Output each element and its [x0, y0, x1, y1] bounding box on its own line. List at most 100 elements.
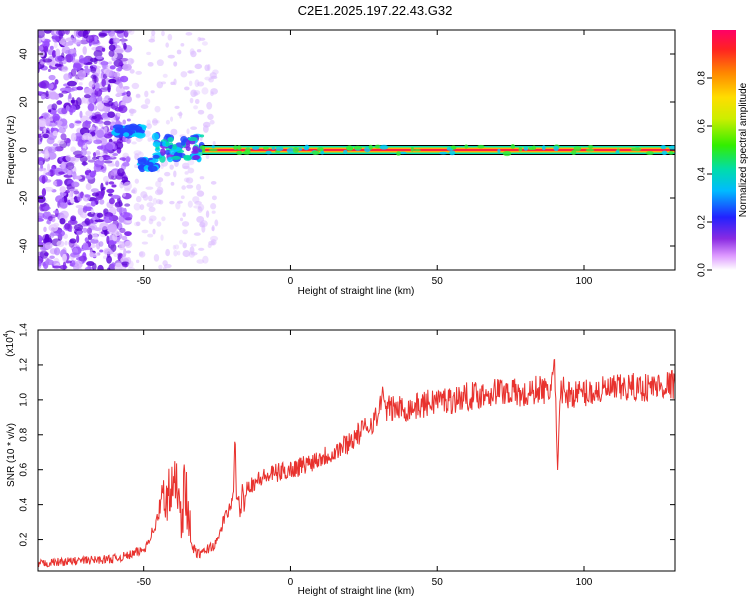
noise-speckle — [108, 197, 115, 205]
noise-speckle — [45, 259, 54, 266]
faint-speckle — [140, 214, 147, 222]
faint-speckle — [193, 90, 201, 96]
colorbar-label: Normalized spectral amplitude — [738, 82, 749, 217]
noise-speckle — [38, 138, 43, 145]
faint-speckle — [130, 113, 134, 117]
faint-speckle — [129, 69, 135, 74]
noise-speckle — [101, 78, 106, 87]
noise-speckle — [81, 161, 88, 166]
feature-transition — [152, 140, 161, 148]
noise-speckle — [113, 71, 121, 78]
feature-transition — [162, 140, 167, 147]
noise-speckle — [52, 34, 60, 43]
faint-speckle — [196, 190, 205, 197]
noise-speckle — [92, 152, 97, 158]
noise-speckle — [52, 265, 61, 269]
trace-core — [202, 148, 675, 152]
noise-speckle — [122, 119, 126, 125]
noise-speckle — [70, 99, 75, 104]
trace-speckle — [645, 151, 654, 156]
noise-speckle — [73, 30, 77, 38]
noise-speckle — [82, 132, 92, 140]
noise-speckle — [103, 160, 113, 164]
noise-speckle — [59, 210, 69, 219]
faint-speckle — [197, 206, 203, 213]
feature-transition — [160, 148, 166, 156]
heatmap-xtick-label: -50 — [136, 276, 151, 287]
snr-ytick-label: 1.4 — [19, 323, 30, 337]
faint-speckle — [177, 250, 181, 256]
noise-speckle — [118, 105, 128, 114]
trace-speckle — [271, 147, 276, 150]
heatmap-xtick-label: 50 — [432, 276, 444, 287]
trace-speckle — [244, 150, 251, 155]
noise-speckle — [76, 230, 83, 236]
faint-speckle — [144, 90, 149, 98]
noise-speckle — [96, 145, 104, 150]
feature-high-branch — [132, 132, 145, 138]
noise-speckle — [72, 62, 82, 71]
noise-speckle — [98, 241, 104, 247]
feature-transition — [185, 146, 191, 152]
noise-speckle — [75, 204, 84, 209]
noise-speckle — [126, 138, 131, 144]
faint-speckle — [208, 77, 214, 83]
heatmap-ylabel: Frequency (Hz) — [6, 116, 17, 185]
faint-speckle — [201, 41, 208, 46]
noise-speckle — [40, 93, 46, 100]
faint-speckle — [189, 48, 195, 55]
faint-speckle — [130, 58, 135, 64]
faint-speckle — [183, 177, 190, 183]
noise-speckle — [65, 260, 73, 264]
noise-speckle — [113, 252, 119, 258]
noise-speckle — [90, 188, 99, 193]
noise-speckle — [99, 199, 105, 205]
faint-speckle — [173, 78, 177, 86]
heatmap-xlabel: Height of straight line (km) — [298, 286, 415, 297]
faint-speckle — [196, 259, 205, 264]
noise-speckle — [57, 107, 67, 115]
faint-speckle — [151, 118, 158, 126]
feature-transition — [199, 134, 205, 138]
noise-speckle — [84, 194, 91, 198]
faint-speckle — [197, 81, 205, 87]
heatmap-xtick-label: 0 — [288, 276, 294, 287]
heatmap-ytick-label: 0 — [19, 147, 30, 153]
feature-transition — [167, 137, 174, 143]
faint-speckle — [156, 59, 164, 67]
faint-speckle — [180, 42, 185, 47]
noise-speckle — [125, 250, 132, 254]
noise-speckle — [87, 234, 93, 241]
noise-speckle — [116, 168, 125, 177]
faint-speckle — [194, 79, 200, 88]
faint-speckle — [148, 38, 156, 43]
noise-speckle — [91, 112, 96, 117]
snr-ytick-label: 0.8 — [19, 427, 30, 441]
noise-speckle — [48, 91, 58, 100]
trace-speckle — [199, 145, 206, 150]
faint-speckle — [210, 235, 219, 242]
faint-speckle — [193, 105, 199, 110]
noise-speckle — [123, 42, 127, 50]
faint-speckle — [197, 203, 205, 212]
trace-speckle — [275, 146, 284, 151]
noise-speckle — [45, 90, 49, 98]
noise-speckle — [116, 206, 125, 213]
noise-speckle — [121, 176, 129, 183]
snr-scale-label: (x10 — [5, 337, 16, 357]
trace-speckle — [531, 145, 537, 151]
noise-speckle — [61, 161, 66, 170]
noise-speckle — [97, 264, 104, 270]
noise-speckle — [49, 255, 55, 260]
noise-speckle — [55, 48, 61, 58]
faint-speckle — [179, 217, 184, 222]
noise-speckle — [55, 195, 65, 203]
faint-speckle — [141, 229, 149, 234]
noise-speckle — [38, 218, 44, 222]
faint-speckle — [173, 61, 178, 67]
snr-scale-exponent: 4 — [3, 333, 10, 337]
colorbar-tick-label: 0.2 — [697, 215, 708, 229]
faint-speckle — [194, 98, 200, 105]
noise-speckle — [63, 73, 70, 81]
